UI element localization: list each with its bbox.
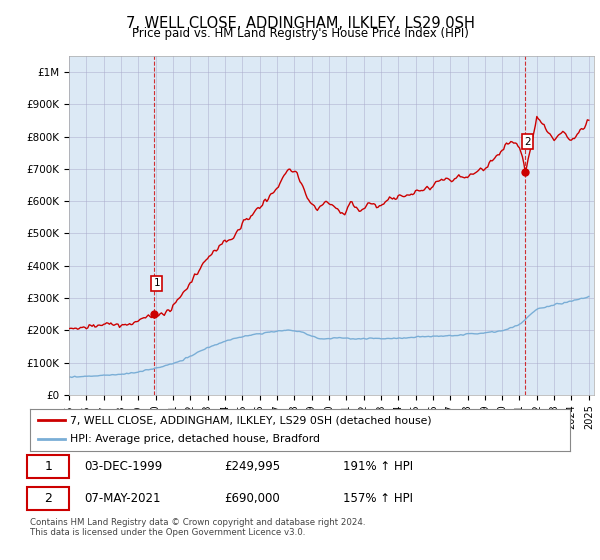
Text: £690,000: £690,000 — [224, 492, 280, 505]
Text: Contains HM Land Registry data © Crown copyright and database right 2024.
This d: Contains HM Land Registry data © Crown c… — [30, 518, 365, 538]
Text: 07-MAY-2021: 07-MAY-2021 — [84, 492, 161, 505]
Text: 7, WELL CLOSE, ADDINGHAM, ILKLEY, LS29 0SH (detached house): 7, WELL CLOSE, ADDINGHAM, ILKLEY, LS29 0… — [71, 415, 432, 425]
Text: 03-DEC-1999: 03-DEC-1999 — [84, 460, 162, 473]
Text: 157% ↑ HPI: 157% ↑ HPI — [343, 492, 413, 505]
Text: 7, WELL CLOSE, ADDINGHAM, ILKLEY, LS29 0SH: 7, WELL CLOSE, ADDINGHAM, ILKLEY, LS29 0… — [125, 16, 475, 31]
Text: 2: 2 — [44, 492, 52, 505]
Text: 191% ↑ HPI: 191% ↑ HPI — [343, 460, 413, 473]
Text: 2: 2 — [524, 137, 531, 147]
Text: Price paid vs. HM Land Registry's House Price Index (HPI): Price paid vs. HM Land Registry's House … — [131, 27, 469, 40]
Text: HPI: Average price, detached house, Bradford: HPI: Average price, detached house, Brad… — [71, 435, 320, 445]
Text: £249,995: £249,995 — [224, 460, 281, 473]
FancyBboxPatch shape — [28, 455, 70, 478]
FancyBboxPatch shape — [28, 487, 70, 510]
Text: 1: 1 — [154, 278, 160, 288]
Text: 1: 1 — [44, 460, 52, 473]
